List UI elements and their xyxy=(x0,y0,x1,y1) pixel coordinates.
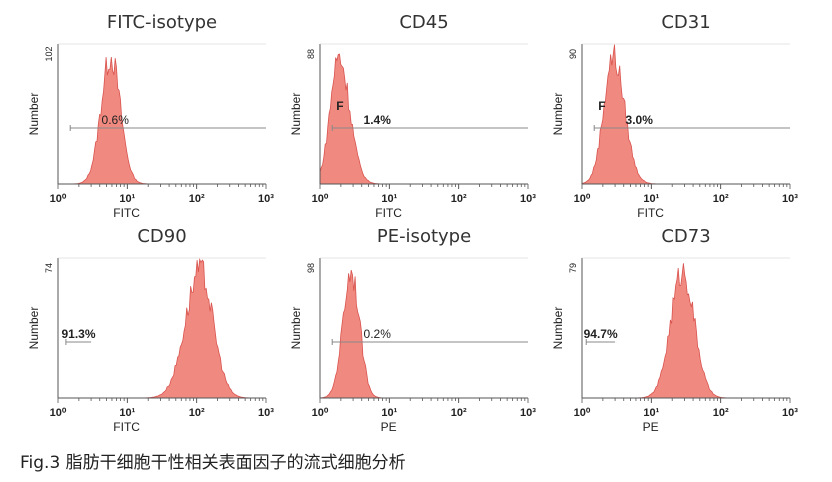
x-axis-label: FITC xyxy=(375,206,402,220)
histogram-area xyxy=(319,269,528,399)
panel-title: PE-isotype xyxy=(376,226,472,247)
histogram-panel-cd73: CD73 10⁰ 10¹ 10² 10³ PE Number 79 94.7% xyxy=(544,222,804,434)
x-axis-label: PE xyxy=(381,420,397,434)
y-axis-label: Number xyxy=(289,307,303,350)
y-max-tick-label: 102 xyxy=(44,46,54,61)
gate-marker-letter: F xyxy=(336,99,343,113)
x-tick-label: 10² xyxy=(189,407,205,419)
figure-caption: Fig.3 脂肪干细胞干性相关表面因子的流式细胞分析 xyxy=(20,453,406,473)
x-tick-label: 10² xyxy=(189,193,205,205)
x-tick-label: 10⁰ xyxy=(50,407,67,419)
histogram-panel-cd31: CD31 10⁰ 10¹ 10² 10³ FITC Number 90 3.0% F xyxy=(544,8,804,220)
x-axis-label: PE xyxy=(643,420,659,434)
histogram-svg: 10⁰ 10¹ 10² 10³ PE Number 79 94.7% xyxy=(551,257,798,434)
x-axis-label: FITC xyxy=(637,206,664,220)
x-tick-label: 10⁰ xyxy=(312,193,329,205)
histogram-svg: 10⁰ 10¹ 10² 10³ PE Number 98 0.2% xyxy=(289,257,536,434)
x-axis-label: FITC xyxy=(113,206,140,220)
histogram-panel-pe-isotype: PE-isotype 10⁰ 10¹ 10² 10³ PE Number 98 0.2% xyxy=(282,222,542,434)
x-tick-label: 10³ xyxy=(520,193,536,205)
x-tick-label: 10¹ xyxy=(381,193,397,205)
x-tick-label: 10¹ xyxy=(119,193,135,205)
y-axis-label: Number xyxy=(27,93,41,136)
gate-percent-label: 0.2% xyxy=(364,327,392,341)
x-tick-label: 10² xyxy=(713,407,729,419)
x-tick-label: 10⁰ xyxy=(574,407,591,419)
x-tick-label: 10³ xyxy=(258,193,274,205)
histogram-panel-fitc-isotype: FITC-isotype 10⁰ 10¹ 10² 10³ FITC Number 102 0.6… xyxy=(20,8,280,220)
x-tick-label: 10¹ xyxy=(643,193,659,205)
histogram-svg: 10⁰ 10¹ 10² 10³ FITC Number 88 1.4% F xyxy=(289,43,536,220)
y-axis-label: Number xyxy=(551,93,565,136)
gate-percent-label: 91.3% xyxy=(61,327,95,341)
y-axis-label: Number xyxy=(289,93,303,136)
panel-title: CD31 xyxy=(661,12,711,33)
histogram-svg: 10⁰ 10¹ 10² 10³ FITC Number 90 3.0% F xyxy=(551,43,798,220)
histogram-svg: 10⁰ 10¹ 10² 10³ FITC Number 102 0.6% xyxy=(27,43,274,220)
y-max-tick-label: 74 xyxy=(44,263,54,273)
y-max-tick-label: 88 xyxy=(306,49,316,59)
y-max-tick-label: 79 xyxy=(568,263,578,273)
x-tick-label: 10² xyxy=(713,193,729,205)
x-tick-label: 10³ xyxy=(782,407,798,419)
gate-percent-label: 3.0% xyxy=(626,113,654,127)
y-max-tick-label: 90 xyxy=(568,49,578,59)
panel-title: FITC-isotype xyxy=(106,12,218,33)
y-axis-label: Number xyxy=(551,307,565,350)
gate-marker-letter: F xyxy=(598,99,605,113)
x-tick-label: 10² xyxy=(451,193,467,205)
panel-title: CD45 xyxy=(399,12,449,33)
x-axis-label: FITC xyxy=(113,420,140,434)
x-tick-label: 10¹ xyxy=(119,407,135,419)
x-tick-label: 10¹ xyxy=(643,407,659,419)
x-tick-label: 10³ xyxy=(258,407,274,419)
x-tick-label: 10³ xyxy=(782,193,798,205)
histogram-area xyxy=(319,53,528,185)
x-tick-label: 10⁰ xyxy=(50,193,67,205)
x-tick-label: 10⁰ xyxy=(574,193,591,205)
y-max-tick-label: 98 xyxy=(306,263,316,273)
gate-percent-label: 1.4% xyxy=(364,113,392,127)
histogram-panel-cd45: CD45 10⁰ 10¹ 10² 10³ FITC Number 88 1.4% F xyxy=(282,8,542,220)
gate-percent-label: 94.7% xyxy=(584,327,618,341)
x-tick-label: 10³ xyxy=(520,407,536,419)
x-tick-label: 10² xyxy=(451,407,467,419)
panel-title: CD90 xyxy=(137,226,187,247)
histogram-area xyxy=(581,44,790,185)
histogram-panel-cd90: CD90 10⁰ 10¹ 10² 10³ FITC Number 74 91.3% xyxy=(20,222,280,434)
panel-title: CD73 xyxy=(661,226,711,247)
gate-percent-label: 0.6% xyxy=(102,113,130,127)
histogram-area xyxy=(58,56,266,185)
x-tick-label: 10¹ xyxy=(381,407,397,419)
histogram-svg: 10⁰ 10¹ 10² 10³ FITC Number 74 91.3% xyxy=(27,257,274,434)
y-axis-label: Number xyxy=(27,307,41,350)
x-tick-label: 10⁰ xyxy=(312,407,329,419)
